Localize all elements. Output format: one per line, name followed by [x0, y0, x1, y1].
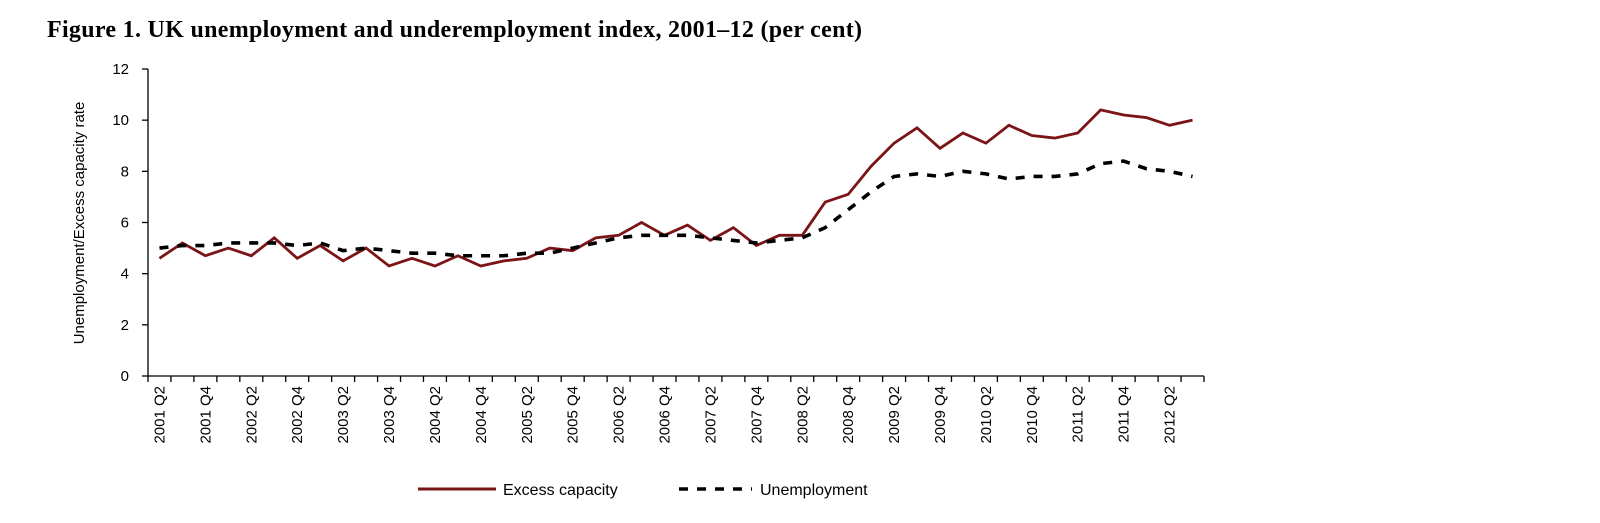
- series-line-unemployment: [159, 159, 1193, 258]
- x-tick-label: 2006 Q2: [611, 386, 628, 444]
- y-tick-label: 6: [121, 215, 129, 232]
- figure-title: Figure 1. UK unemployment and underemplo…: [47, 17, 863, 43]
- x-tick-label: 2006 Q4: [657, 386, 674, 444]
- y-tick-label: 10: [112, 112, 129, 129]
- x-tick-label: 2003 Q2: [335, 386, 352, 444]
- x-tick-label: 2010 Q4: [1024, 386, 1041, 444]
- chart-series: [158, 108, 1193, 268]
- x-tick-label: 2005 Q2: [519, 386, 536, 444]
- y-tick-label: 4: [121, 266, 129, 283]
- x-tick-label: 2011 Q2: [1070, 386, 1087, 442]
- x-tick-label: 2007 Q4: [748, 386, 765, 444]
- x-tick-label: 2010 Q2: [978, 386, 995, 444]
- chart-legend: Excess capacity Unemployment: [418, 482, 868, 499]
- x-tick-label: 2009 Q2: [886, 386, 903, 444]
- x-tick-label: 2001 Q4: [197, 386, 214, 444]
- x-tick-label: 2012 Q2: [1162, 386, 1179, 444]
- x-tick-label: 2004 Q2: [427, 386, 444, 444]
- series-line-excess-capacity: [158, 108, 1193, 268]
- x-tick-label: 2005 Q4: [565, 386, 582, 444]
- y-tick-label: 8: [121, 163, 129, 180]
- x-tick-label: 2008 Q4: [840, 386, 857, 444]
- x-tick-label: 2002 Q2: [243, 386, 260, 444]
- chart-axes: 0 2 4 6 8 10 12 2001 Q2 2001 Q4 2002 Q2 2002 Q4 200…: [112, 61, 1205, 444]
- legend-label-excess-capacity: Excess capacity: [503, 482, 618, 499]
- x-tick-label: 2003 Q4: [381, 386, 398, 444]
- legend-label-unemployment: Unemployment: [760, 482, 868, 499]
- x-tick-label: 2009 Q4: [932, 386, 949, 444]
- y-tick-label: 12: [112, 61, 129, 78]
- x-tick-label: 2008 Q2: [794, 386, 811, 444]
- y-tick-label: 2: [121, 317, 129, 334]
- x-tick-label: 2007 Q2: [702, 386, 719, 444]
- y-axis-label: Unemployment/Excess capacity rate: [71, 102, 88, 345]
- x-tick-label: 2004 Q4: [473, 386, 490, 444]
- x-tick-label: 2001 Q2: [151, 386, 168, 444]
- x-tick-label: 2011 Q4: [1116, 386, 1133, 442]
- y-tick-label: 0: [121, 368, 129, 385]
- x-tick-label: 2002 Q4: [289, 386, 306, 444]
